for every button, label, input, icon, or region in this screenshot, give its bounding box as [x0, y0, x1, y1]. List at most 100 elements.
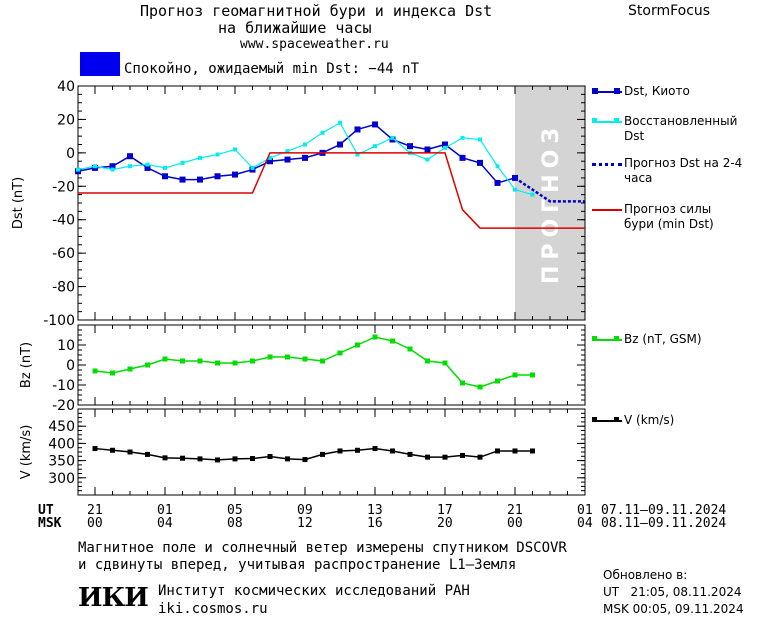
institute-url[interactable]: iki.cosmos.ru [158, 601, 268, 617]
legend-storm-marker [592, 209, 622, 211]
data-point [232, 456, 238, 462]
data-point [513, 187, 517, 192]
data-point [232, 171, 238, 178]
data-point [144, 164, 151, 171]
y-tick-label: -20 [52, 398, 75, 414]
data-point [285, 149, 290, 154]
series-line-0-3 [78, 152, 585, 229]
forecast-band-label: ПРОГНОЗ [539, 122, 564, 284]
data-point [442, 141, 448, 148]
data-point [109, 163, 116, 170]
legend-storm-forecast-label: Прогноз силы бури (min Dst) [624, 202, 714, 231]
data-point [197, 456, 203, 462]
institute-name: Институт космических исследований РАН [158, 583, 470, 599]
data-point [495, 448, 500, 454]
legend-marker-square [592, 118, 597, 123]
legend-marker-square [614, 118, 619, 123]
legend-kyoto-marker [592, 88, 622, 94]
data-point [145, 451, 150, 457]
y-tick-label: -40 [52, 213, 75, 229]
ut-tick-label: 13 [367, 503, 383, 518]
y-tick-label: 40 [57, 79, 75, 95]
legend-dst-kyoto: Dst, Киото [592, 84, 760, 100]
series-line-0-2 [514, 176, 585, 203]
chart-title-line2: на ближайшие часы [218, 19, 372, 37]
y-tick-label: -20 [52, 179, 75, 195]
chart-title: Прогноз геомагнитной бури и индекса Dst [140, 2, 493, 20]
data-point [302, 154, 308, 161]
ut-tick-label: 09 [297, 503, 313, 518]
data-point [215, 152, 220, 157]
legend-bz-label: Bz (nT, GSM) [624, 332, 702, 346]
footer-note-line2: и сдвинуты вперед, учитывая распростране… [78, 557, 517, 573]
series-line-1-0 [94, 336, 533, 388]
y-tick-label: -80 [52, 280, 75, 296]
iki-logo: ИКИ [78, 583, 149, 613]
msk-tick-label: 04 [577, 516, 593, 531]
site-url[interactable]: www.spaceweather.ru [240, 37, 389, 52]
legend-dst-restored: Восстановленный Dst [592, 114, 760, 146]
data-point [424, 146, 431, 153]
data-point [267, 453, 273, 459]
legend-v-label: V (km/s) [624, 413, 675, 427]
data-point [390, 135, 395, 140]
data-point [372, 334, 378, 340]
data-point [442, 454, 448, 460]
data-point [460, 452, 465, 458]
data-point [425, 157, 430, 162]
legend-v-marker [592, 417, 622, 422]
legend-forecast-marker [592, 163, 622, 166]
data-point [180, 455, 185, 461]
data-point [198, 155, 202, 160]
ut-tick-label: 17 [437, 503, 453, 518]
data-point [320, 358, 325, 364]
data-point [180, 160, 185, 165]
data-point [162, 356, 168, 362]
data-point [127, 153, 133, 160]
data-point [214, 173, 221, 180]
legend-dst-kyoto-label: Dst, Киото [624, 84, 690, 98]
msk-tick-label: 00 [87, 516, 103, 531]
msk-tick-label: 20 [437, 516, 453, 531]
data-point [477, 454, 483, 460]
data-point [337, 141, 343, 148]
data-point [92, 368, 98, 374]
updated-ut: UT 21:05, 08.11.2024 [603, 585, 742, 599]
data-point [215, 457, 220, 463]
y-tick-label: 300 [48, 471, 75, 487]
ut-date-range: 07.11–09.11.2024 [601, 503, 727, 518]
ut-label: UT [38, 503, 54, 518]
legend-bz: Bz (nT, GSM) [592, 332, 760, 348]
msk-tick-label: 00 [507, 516, 523, 531]
y-tick-label: -10 [52, 378, 75, 394]
ut-tick-label: 21 [87, 503, 103, 518]
data-point [390, 338, 395, 344]
y-tick-label: 20 [57, 112, 75, 128]
legend-marker-square [614, 88, 620, 94]
series-line-2-0 [94, 447, 533, 461]
panel-frame-0 [77, 85, 586, 321]
data-point [110, 167, 115, 172]
legend-v: V (km/s) [592, 413, 760, 429]
data-point [355, 342, 360, 348]
data-point [530, 192, 535, 197]
data-point [127, 449, 133, 455]
data-point [110, 370, 115, 376]
msk-label: MSK [38, 516, 62, 531]
updated-msk: MSK 00:05, 09.11.2024 [603, 602, 744, 616]
data-point [460, 135, 465, 140]
legend-dst-forecast-label: Прогноз Dst на 2-4 часа [624, 156, 743, 185]
ut-tick-label: 01 [157, 503, 173, 518]
data-point [442, 360, 448, 366]
data-point [93, 164, 97, 169]
y-tick-label: 10 [57, 338, 75, 354]
data-point [250, 358, 255, 364]
data-point [337, 448, 343, 454]
y-tick-label: -100 [43, 313, 75, 329]
data-point [250, 456, 255, 462]
y-tick-label: 0 [66, 358, 75, 374]
footer-note-line1: Магнитное поле и солнечный ветер измерен… [78, 540, 567, 556]
data-point [110, 447, 115, 453]
data-point [267, 354, 273, 360]
